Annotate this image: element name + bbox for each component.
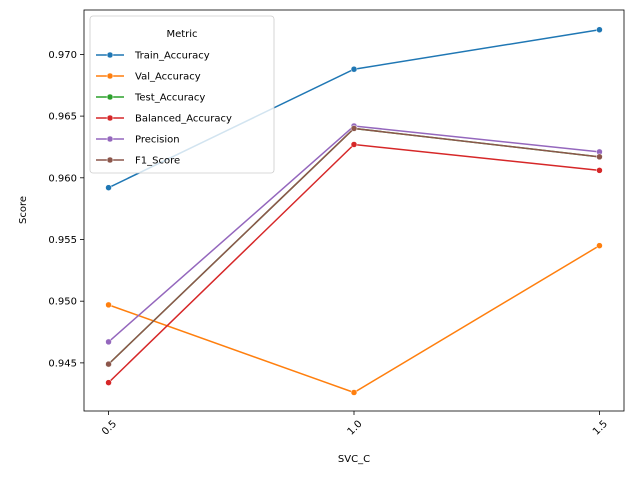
legend-marker-test-accuracy [106,93,114,101]
legend-label-val-accuracy: Val_Accuracy [135,72,201,83]
legend-marker-val-accuracy [106,72,114,80]
legend-marker-f1-score [106,156,114,164]
y-tick-label: 0.965 [48,112,77,123]
y-tick-label: 0.950 [48,297,77,308]
legend-marker-balanced-accuracy [106,114,114,122]
x-tick-label: 1.0 [346,419,365,438]
x-axis-title: SVC_C [338,454,370,465]
legend-label-balanced-accuracy: Balanced_Accuracy [135,114,232,125]
legend-label-train-accuracy: Train_Accuracy [134,51,210,62]
legend-frame [89,15,275,174]
data-point-balanced-accuracy [105,379,112,386]
data-point-train-accuracy [105,184,112,191]
data-point-train-accuracy [350,65,358,73]
data-point-precision [105,338,112,346]
legend-marker-train-accuracy [106,51,114,59]
series-line-val-accuracy [108,245,600,394]
data-point-f1-score [350,125,358,132]
data-point-balanced-accuracy [350,141,358,148]
x-tick-label: 0.5 [100,419,119,438]
y-axis: 0.945 0.950 0.955 0.960 0.965 0.970 [48,50,84,369]
y-tick-label: 0.945 [48,358,77,369]
y-axis-title: Score [18,196,29,224]
legend-label-f1-score: F1_Score [135,156,180,167]
series-layer [105,26,603,396]
data-point-val-accuracy [596,242,603,249]
legend-title: Metric [166,29,197,40]
series-line-balanced-accuracy [108,143,600,384]
legend-label-precision: Precision [135,135,180,146]
data-point-f1-score [596,153,603,161]
y-tick-label: 0.955 [48,235,77,246]
y-tick-label: 0.960 [48,173,77,184]
y-tick-label: 0.970 [48,50,77,61]
x-tick-label: 1.5 [591,419,610,438]
x-axis: 0.5 1.0 1.5 [100,411,610,438]
data-point-balanced-accuracy [596,167,603,174]
data-point-val-accuracy [350,389,358,396]
data-point-val-accuracy [105,301,112,309]
legend-entries: Train_Accuracy Val_Accuracy Test_Accuracy B… [96,51,232,167]
legend-marker-precision [106,135,114,143]
data-point-train-accuracy [596,26,603,33]
legend-label-test-accuracy: Test_Accuracy [134,93,205,104]
legend: Metric Train_Accuracy Val_Accuracy Test_Ac… [89,15,275,174]
data-point-f1-score [105,360,112,368]
